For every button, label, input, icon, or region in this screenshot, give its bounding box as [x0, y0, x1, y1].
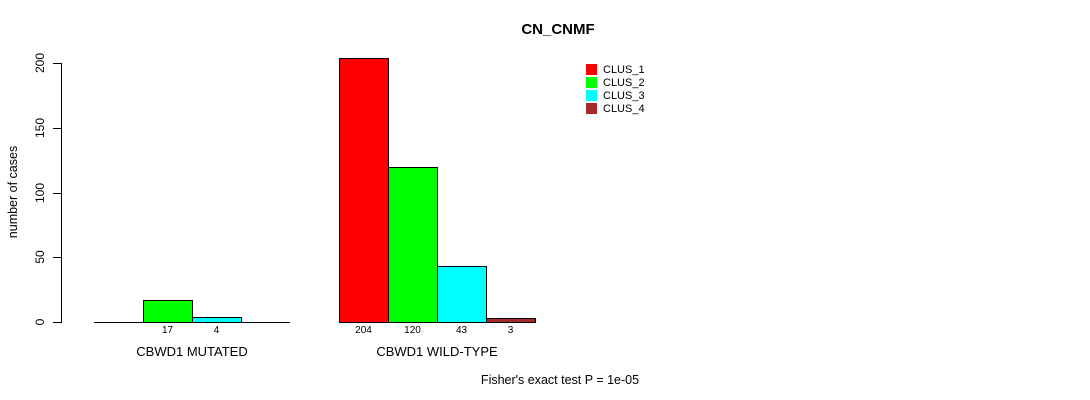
- legend-swatch-icon: [586, 77, 597, 88]
- x-category-label: CBWD1 WILD-TYPE: [376, 344, 498, 359]
- legend-label: CLUS_4: [603, 102, 645, 115]
- legend: CLUS_1 CLUS_2 CLUS_3 CLUS_4: [586, 63, 645, 115]
- bar-clus_1-2: [339, 58, 389, 323]
- legend-item-clus_2: CLUS_2: [586, 76, 645, 89]
- bar-clus_3-1: [192, 317, 242, 323]
- stat-test-annotation: Fisher's exact test P = 1e-05: [480, 373, 640, 387]
- bar-value-label: 17: [161, 325, 174, 336]
- y-axis-line: [61, 63, 62, 323]
- bar-clus_2-1: [143, 300, 193, 323]
- bar-value-label: 204: [355, 325, 372, 336]
- legend-swatch-icon: [586, 90, 597, 101]
- bar-value-label: 3: [507, 325, 514, 336]
- bar-clus_3-2: [437, 266, 487, 323]
- y-axis-tick: [53, 322, 61, 323]
- y-axis-tick-label: 200: [33, 52, 47, 74]
- bar-value-label: 4: [213, 325, 220, 336]
- bar-clus_2-2: [388, 167, 438, 323]
- legend-item-clus_4: CLUS_4: [586, 102, 645, 115]
- legend-swatch-icon: [586, 64, 597, 75]
- y-axis-label: number of cases: [6, 145, 20, 239]
- legend-label: CLUS_3: [603, 89, 645, 102]
- legend-label: CLUS_2: [603, 76, 645, 89]
- y-axis-tick: [53, 257, 61, 258]
- legend-swatch-icon: [586, 103, 597, 114]
- y-axis-tick-label: 50: [33, 250, 47, 264]
- bar-clus_4-2: [486, 318, 536, 323]
- bar-value-label: 120: [404, 325, 421, 336]
- y-axis-tick: [53, 63, 61, 64]
- legend-label: CLUS_1: [603, 63, 645, 76]
- y-axis-tick-label: 0: [33, 318, 47, 326]
- chart-title: CN_CNMF: [521, 21, 595, 38]
- y-axis-tick-label: 100: [33, 182, 47, 204]
- y-axis-tick-label: 150: [33, 117, 47, 139]
- y-axis-tick: [53, 193, 61, 194]
- legend-item-clus_1: CLUS_1: [586, 63, 645, 76]
- y-axis-tick: [53, 128, 61, 129]
- bar-value-label: 43: [455, 325, 468, 336]
- x-category-label: CBWD1 MUTATED: [136, 344, 248, 359]
- legend-item-clus_3: CLUS_3: [586, 89, 645, 102]
